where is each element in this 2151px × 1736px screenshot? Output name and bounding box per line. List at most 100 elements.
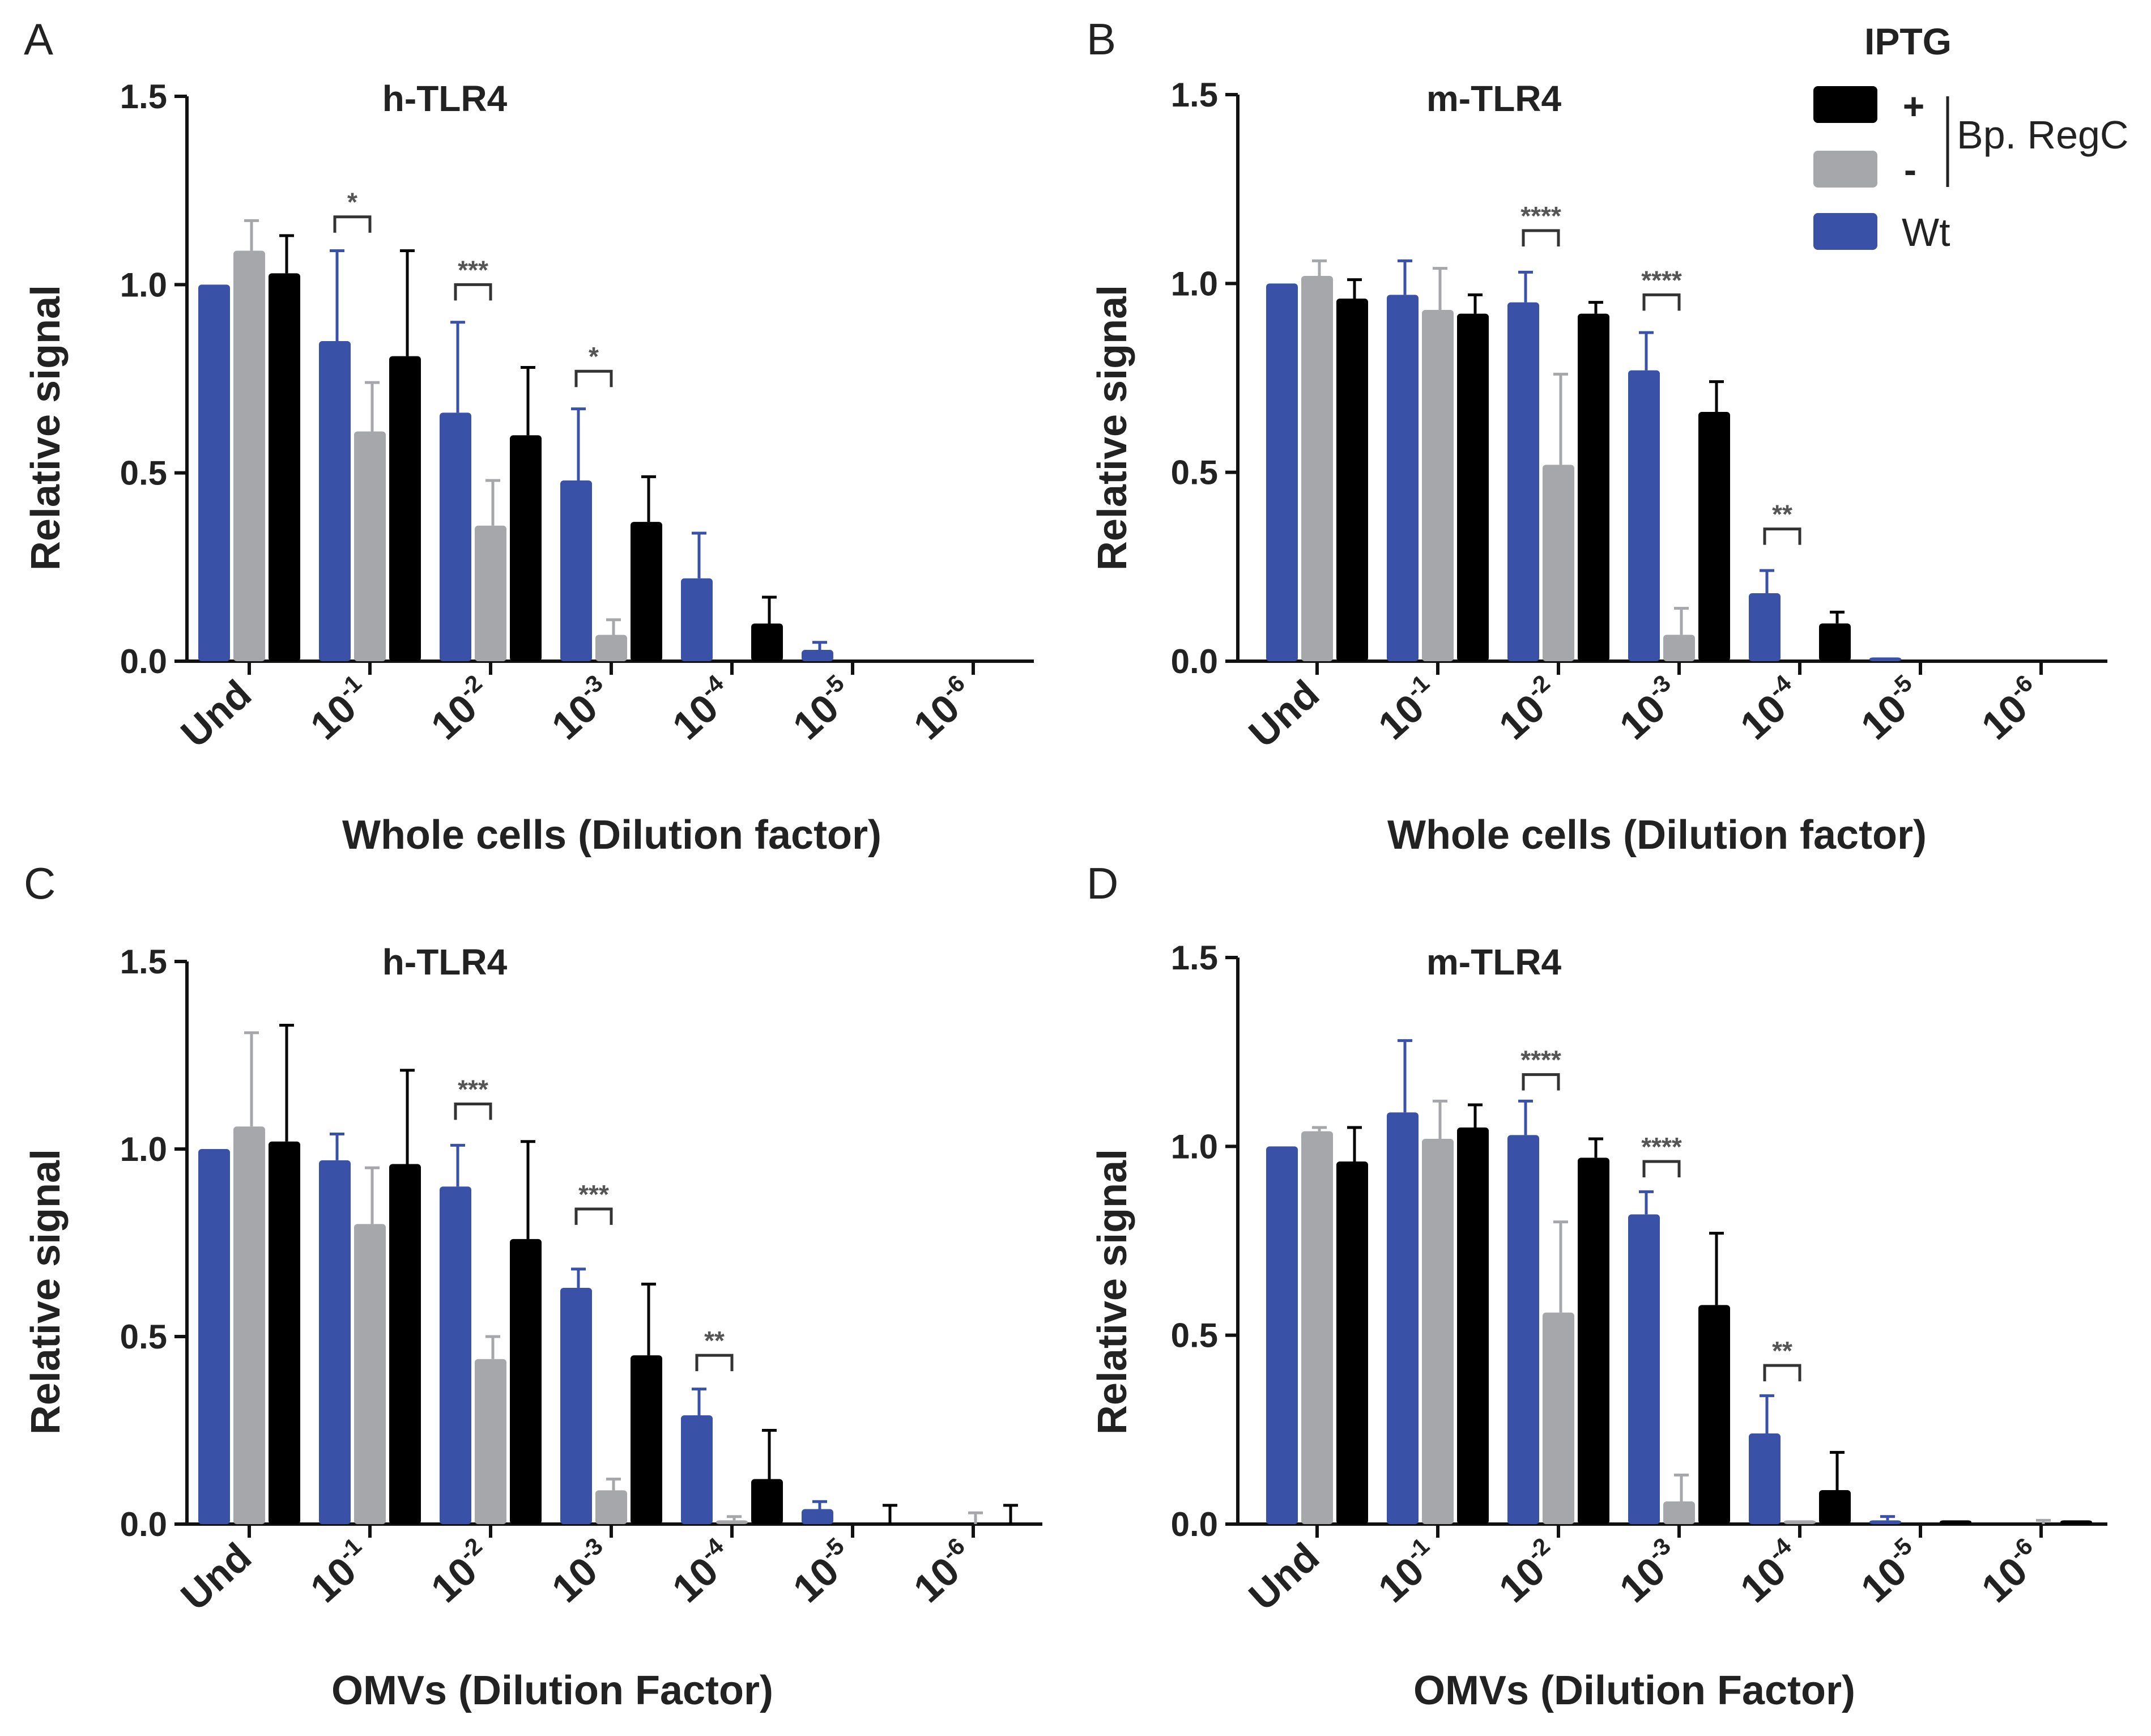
significance-bracket	[1763, 527, 1801, 545]
x-tick-label: Und	[1241, 1534, 1327, 1619]
panel-c-chart: h-TLR4 0.0 0.5 1.0 1.5 Und 10-1 10-2 10-3 10-4 10…	[23, 942, 1042, 1713]
significance-label: ****	[1520, 201, 1561, 231]
y-axis-label: Relative signal	[1090, 285, 1135, 571]
x-axis-label: Whole cells (Dilution factor)	[1387, 812, 1927, 858]
y-tick-label: 0.0	[120, 643, 167, 680]
significance-bracket	[574, 369, 613, 388]
significance-label: *	[589, 342, 599, 371]
significance-label: ****	[1641, 265, 1682, 295]
significance-label: **	[1772, 1336, 1792, 1365]
bar-plus	[269, 1141, 300, 1524]
legend-swatch-plus	[1813, 86, 1877, 123]
significance-label: **	[1772, 500, 1792, 529]
bar-plus	[1578, 313, 1609, 661]
bar-plus	[751, 1479, 783, 1524]
bar-wt	[1628, 370, 1660, 661]
y-tick-label: 1.5	[1171, 939, 1218, 977]
y-tick-label: 0.0	[120, 1505, 167, 1543]
significance-bracket	[695, 1354, 734, 1372]
bar-wt	[1507, 1135, 1539, 1524]
x-tick-label: 10-3	[542, 669, 621, 748]
bar-wt	[560, 1287, 592, 1524]
x-tick-label: 10-1	[1368, 1532, 1448, 1611]
x-axis-label: OMVs (Dilution Factor)	[331, 1668, 773, 1713]
bar-minus	[595, 635, 627, 661]
x-tick-label: 10-3	[1609, 669, 1689, 748]
significance-label: ****	[1641, 1132, 1682, 1161]
bar-wt	[1387, 295, 1419, 661]
bar-wt	[198, 284, 230, 661]
bar-minus	[1663, 635, 1695, 661]
y-tick-label: 1.5	[1171, 76, 1218, 114]
legend-swatch-minus	[1813, 151, 1877, 188]
significance-label: ***	[458, 255, 488, 284]
bar-plus	[1698, 412, 1730, 661]
x-tick-label: 10-6	[1971, 669, 2051, 748]
y-tick-label: 0.5	[120, 454, 167, 492]
significance-bracket	[1763, 1364, 1801, 1381]
bar-plus	[1336, 299, 1368, 661]
panel-letter-d: D	[1087, 858, 1118, 908]
y-tick-label: 0.5	[120, 1318, 167, 1356]
x-axis-label: Whole cells (Dilution factor)	[342, 812, 881, 858]
bar-minus	[716, 1520, 748, 1524]
bar-plus	[631, 522, 662, 661]
bar-wt	[1266, 1146, 1298, 1524]
bar-wt	[1869, 657, 1901, 661]
bar-wt	[681, 1415, 713, 1524]
y-tick-label: 1.0	[1171, 1127, 1218, 1165]
bar-wt	[1387, 1112, 1419, 1524]
bar-plus	[389, 1164, 421, 1524]
bar-minus	[354, 1224, 386, 1524]
bar-plus	[1457, 1127, 1489, 1524]
significance-label: **	[704, 1326, 725, 1355]
panel-a-chart: h-TLR4 0.0 0.5 1.0 1.5 Und 10-1 10-2 10-3 10-4 10…	[23, 78, 1034, 858]
bar-minus	[1543, 1312, 1574, 1524]
x-tick-label: Und	[173, 671, 259, 756]
bar-plus	[1698, 1305, 1730, 1524]
bar-wt	[319, 1160, 351, 1524]
legend-label-wt: Wt	[1902, 210, 1950, 254]
bar-plus	[510, 435, 542, 661]
x-tick-label: 10-4	[662, 1532, 743, 1611]
y-tick-label: 0.5	[1171, 454, 1218, 492]
bar-minus	[1422, 1139, 1454, 1524]
x-tick-label: 10-3	[1609, 1532, 1689, 1611]
bar-wt	[1266, 283, 1298, 661]
bar-wt	[802, 650, 833, 661]
x-tick-label: 10-4	[662, 669, 743, 748]
bar-wt	[681, 578, 713, 661]
y-tick-label: 0.0	[1171, 1505, 1218, 1543]
significance-bracket	[454, 1103, 492, 1120]
y-tick-label: 1.0	[120, 1130, 167, 1168]
bar-wt	[1749, 1433, 1781, 1524]
bar-minus	[1422, 310, 1454, 661]
bar-minus	[354, 431, 386, 661]
legend-bracket-label: Bp. RegC	[1957, 113, 2128, 157]
bar-plus	[1457, 313, 1489, 661]
bar-minus	[1784, 1520, 1816, 1524]
y-tick-label: 1.0	[1171, 265, 1218, 303]
legend-label-minus: -	[1904, 148, 1916, 190]
x-tick-label: 10-6	[904, 1532, 983, 1611]
significance-bracket	[1522, 1073, 1560, 1091]
panel-letter-b: B	[1087, 14, 1116, 64]
x-tick-label: 10-5	[1851, 669, 1931, 748]
x-tick-label: Und	[173, 1534, 259, 1619]
x-tick-label: 10-2	[421, 669, 501, 748]
bar-wt	[560, 480, 592, 661]
panel-b-chart: m-TLR4 0.0 0.5 1.0 1.5 Und 10-1 10-2 10-3 10-4 10…	[1090, 76, 2107, 858]
significance-bracket	[1642, 1160, 1681, 1177]
x-tick-label: 10-1	[300, 1532, 380, 1611]
x-tick-label: 10-5	[783, 669, 863, 748]
y-tick-label: 1.0	[120, 266, 167, 304]
significance-bracket	[574, 1207, 613, 1225]
legend: IPTG + - Wt Bp. RegC	[1813, 20, 2128, 254]
plot-area: 0.0 0.5 1.0 1.5 Und 10-1 10-2 10-3 10-4 10-5 10-6 *…	[120, 78, 1034, 756]
chart-title: m-TLR4	[1426, 78, 1562, 119]
bar-minus	[233, 250, 265, 662]
legend-label-plus: +	[1903, 85, 1925, 127]
bar-minus	[595, 1490, 627, 1524]
bar-wt	[440, 412, 471, 661]
plot-area: 0.0 0.5 1.0 1.5 Und 10-1 10-2 10-3 10-4 10-5 10-6 *…	[1171, 939, 2107, 1619]
